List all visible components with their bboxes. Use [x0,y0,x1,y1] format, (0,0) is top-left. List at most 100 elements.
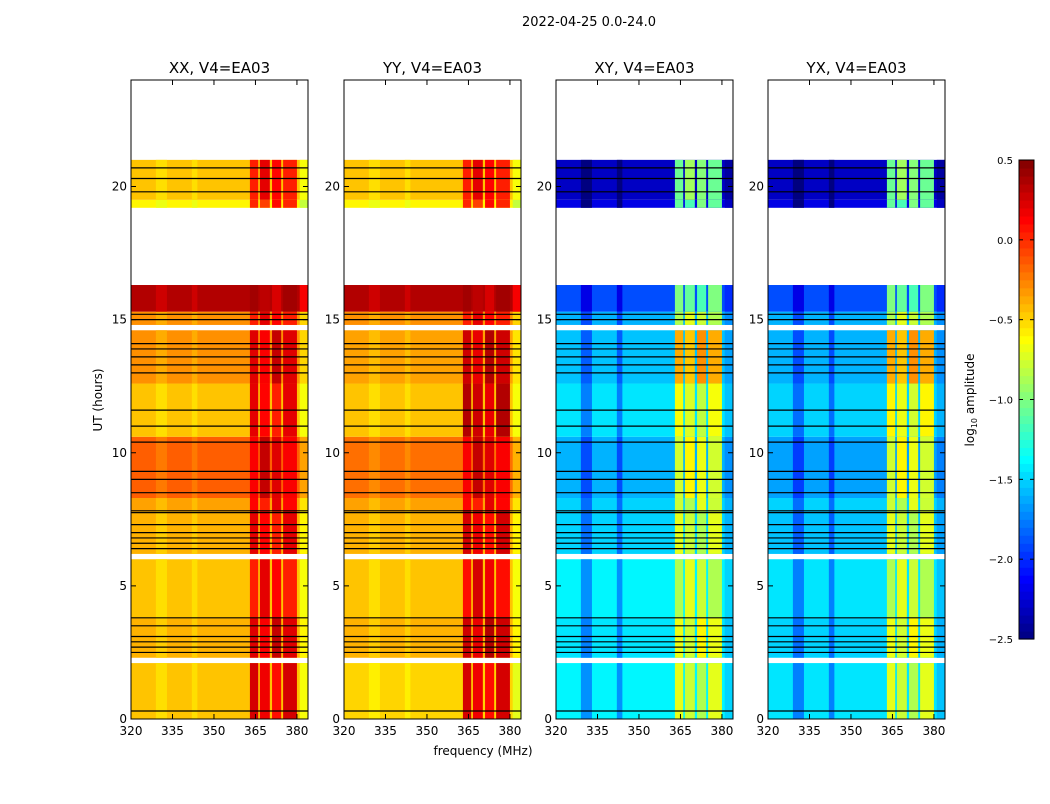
colorbar-swatch [1019,319,1034,329]
heatmap-edge-band [724,663,733,719]
heatmap-rfi-cell [462,311,472,325]
heatmap-rfi-cell [674,199,684,208]
heatmap-rfi-cell [886,311,896,325]
x-tick-label: 320 [120,724,143,738]
x-tick-label: 320 [757,724,780,738]
heatmap-rfi-cell [485,617,495,658]
heatmap-rfi-cell [896,159,907,200]
heatmap-rfi-cell [684,436,695,499]
heatmap-rfi-cell [259,436,270,499]
heatmap-rfi-cell [920,199,934,208]
heatmap-rfi-cell [896,498,907,512]
heatmap-rfi-cell [272,559,282,618]
heatmap-rfi-cell [684,617,695,658]
colorbar-swatch [1019,527,1034,536]
heatmap-rfi-cell [249,617,259,658]
heatmap-edge-band [936,559,945,618]
heatmap-rfi-cell [708,199,722,208]
heatmap-rfi-cell [472,559,483,618]
heatmap-rfi-cell [909,617,919,658]
heatmap-dark-band [191,199,198,208]
heatmap-dark-band [191,663,198,719]
heatmap-rfi-cell [920,285,934,312]
heatmap-rfi-cell [496,559,510,618]
colorbar-tick-label: 0.0 [997,236,1013,247]
heatmap-rfi-cell [496,311,510,325]
heatmap-dark-band [828,663,835,719]
heatmap-rfi-cell [496,498,510,512]
heatmap-dark-band [580,199,592,208]
heatmap-dark-band [404,199,411,208]
heatmap-rfi-cell [674,436,684,499]
y-tick-label: 10 [325,446,340,460]
colorbar-swatch [1019,255,1034,265]
heatmap-edge-band [936,199,945,208]
panel-title: XX, V4=EA03 [169,59,270,77]
x-tick-label: 380 [710,724,733,738]
heatmap-dark-band [191,285,198,312]
heatmap-dark-band [792,285,804,312]
heatmap-rfi-cell [272,199,282,208]
heatmap-rfi-cell [674,285,684,312]
heatmap-rfi-cell [920,311,934,325]
heatmap-edge-band [299,663,308,719]
colorbar-swatch [1019,191,1034,201]
axes-frame [767,79,946,720]
heatmap-edge-band [512,559,521,618]
heatmap-dark-band [404,498,411,512]
heatmap-edge-band [936,285,945,312]
y-tick-label: 0 [544,712,552,726]
heatmap-rfi-cell [272,159,282,200]
heatmap-rfi-cell [708,285,722,312]
heatmap-rfi-cell [909,199,919,208]
heatmap-dark-band [616,498,623,512]
heatmap-rfi-cell [249,285,259,312]
y-tick-label: 15 [325,313,340,327]
heatmap-rfi-cell [462,663,472,719]
heatmap-dark-band [792,617,804,658]
heatmap-dark-band [404,617,411,658]
heatmap-edge-band [936,159,945,200]
heatmap-rfi-cell [909,663,919,719]
heatmap-dark-band [828,285,835,312]
heatmap-dark-band [191,498,198,512]
heatmap-rfi-cell [708,617,722,658]
heatmap-rfi-cell [283,617,297,658]
x-tick-label: 335 [161,724,184,738]
heatmap-rfi-cell [249,159,259,200]
heatmap-dark-band [404,285,411,312]
heatmap-rfi-cell [697,498,707,512]
heatmap-edge-band [512,159,521,200]
y-tick-label: 0 [119,712,127,726]
heatmap-rfi-cell [684,498,695,512]
x-tick-label: 365 [669,724,692,738]
heatmap-rfi-cell [272,663,282,719]
colorbar-tick-label: −1.0 [989,396,1013,407]
panel-3: YX, V4=EA03 320 335 350 365 380 0 5 10 15 20 [749,59,946,738]
heatmap-rfi-cell [496,663,510,719]
colorbar-swatch [1019,519,1034,528]
heatmap-rfi-cell [674,663,684,719]
heatmap-rfi-cell [272,311,282,325]
heatmap-dark-band [580,498,592,512]
heatmap-dark-band [616,559,623,618]
heatmap-rfi-cell [886,285,896,312]
heatmap-dark-band [404,559,411,618]
colorbar-swatch [1019,263,1034,273]
heatmap-rfi-cell [272,285,282,312]
heatmap-segment [556,199,733,208]
colorbar-swatch [1019,287,1034,297]
y-tick-label: 10 [537,446,552,460]
heatmap-edge-band [512,663,521,719]
heatmap-edge-band [936,617,945,658]
heatmap-rfi-cell [920,436,934,499]
heatmap-rfi-cell [283,559,297,618]
colorbar-tick-label: 0.5 [997,156,1013,167]
heatmap-rfi-cell [708,159,722,200]
heatmap-rfi-cell [472,311,483,325]
heatmap-rfi-cell [472,617,483,658]
colorbar-swatch [1019,247,1034,257]
colorbar-swatch [1019,615,1034,624]
heatmap-dark-band [828,617,835,658]
